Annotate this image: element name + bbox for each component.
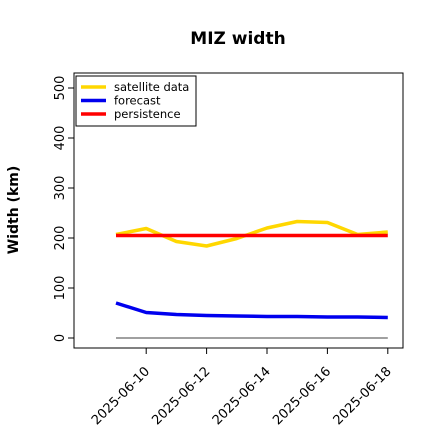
y-tick-label: 500	[53, 76, 68, 101]
y-tick-label: 400	[53, 126, 68, 151]
plot-frame	[73, 72, 404, 349]
y-tick-label: 200	[53, 226, 68, 251]
y-axis-label: Width (km)	[6, 166, 22, 255]
legend-label: persistence	[114, 107, 181, 121]
y-axis: 0 100 200 300 400 500	[53, 76, 74, 342]
y-tick-label: 0	[53, 334, 68, 342]
x-tick-label: 2025-06-12	[149, 364, 213, 428]
x-tick-label: 2025-06-18	[331, 364, 395, 428]
x-tick-label: 2025-06-10	[89, 364, 153, 428]
y-tick-label: 100	[53, 276, 68, 301]
series-layer	[115, 219, 388, 320]
x-axis: 2025-06-102025-06-122025-06-142025-06-16…	[89, 348, 395, 428]
y-tick-label: 300	[53, 176, 68, 201]
legend-label: forecast	[114, 94, 161, 108]
series-line-forecast	[115, 301, 388, 320]
x-tick-label: 2025-06-14	[210, 364, 274, 428]
chart-title: MIZ width	[190, 29, 285, 49]
legend-label: satellite data	[114, 80, 189, 94]
x-tick-label: 2025-06-16	[270, 364, 334, 428]
